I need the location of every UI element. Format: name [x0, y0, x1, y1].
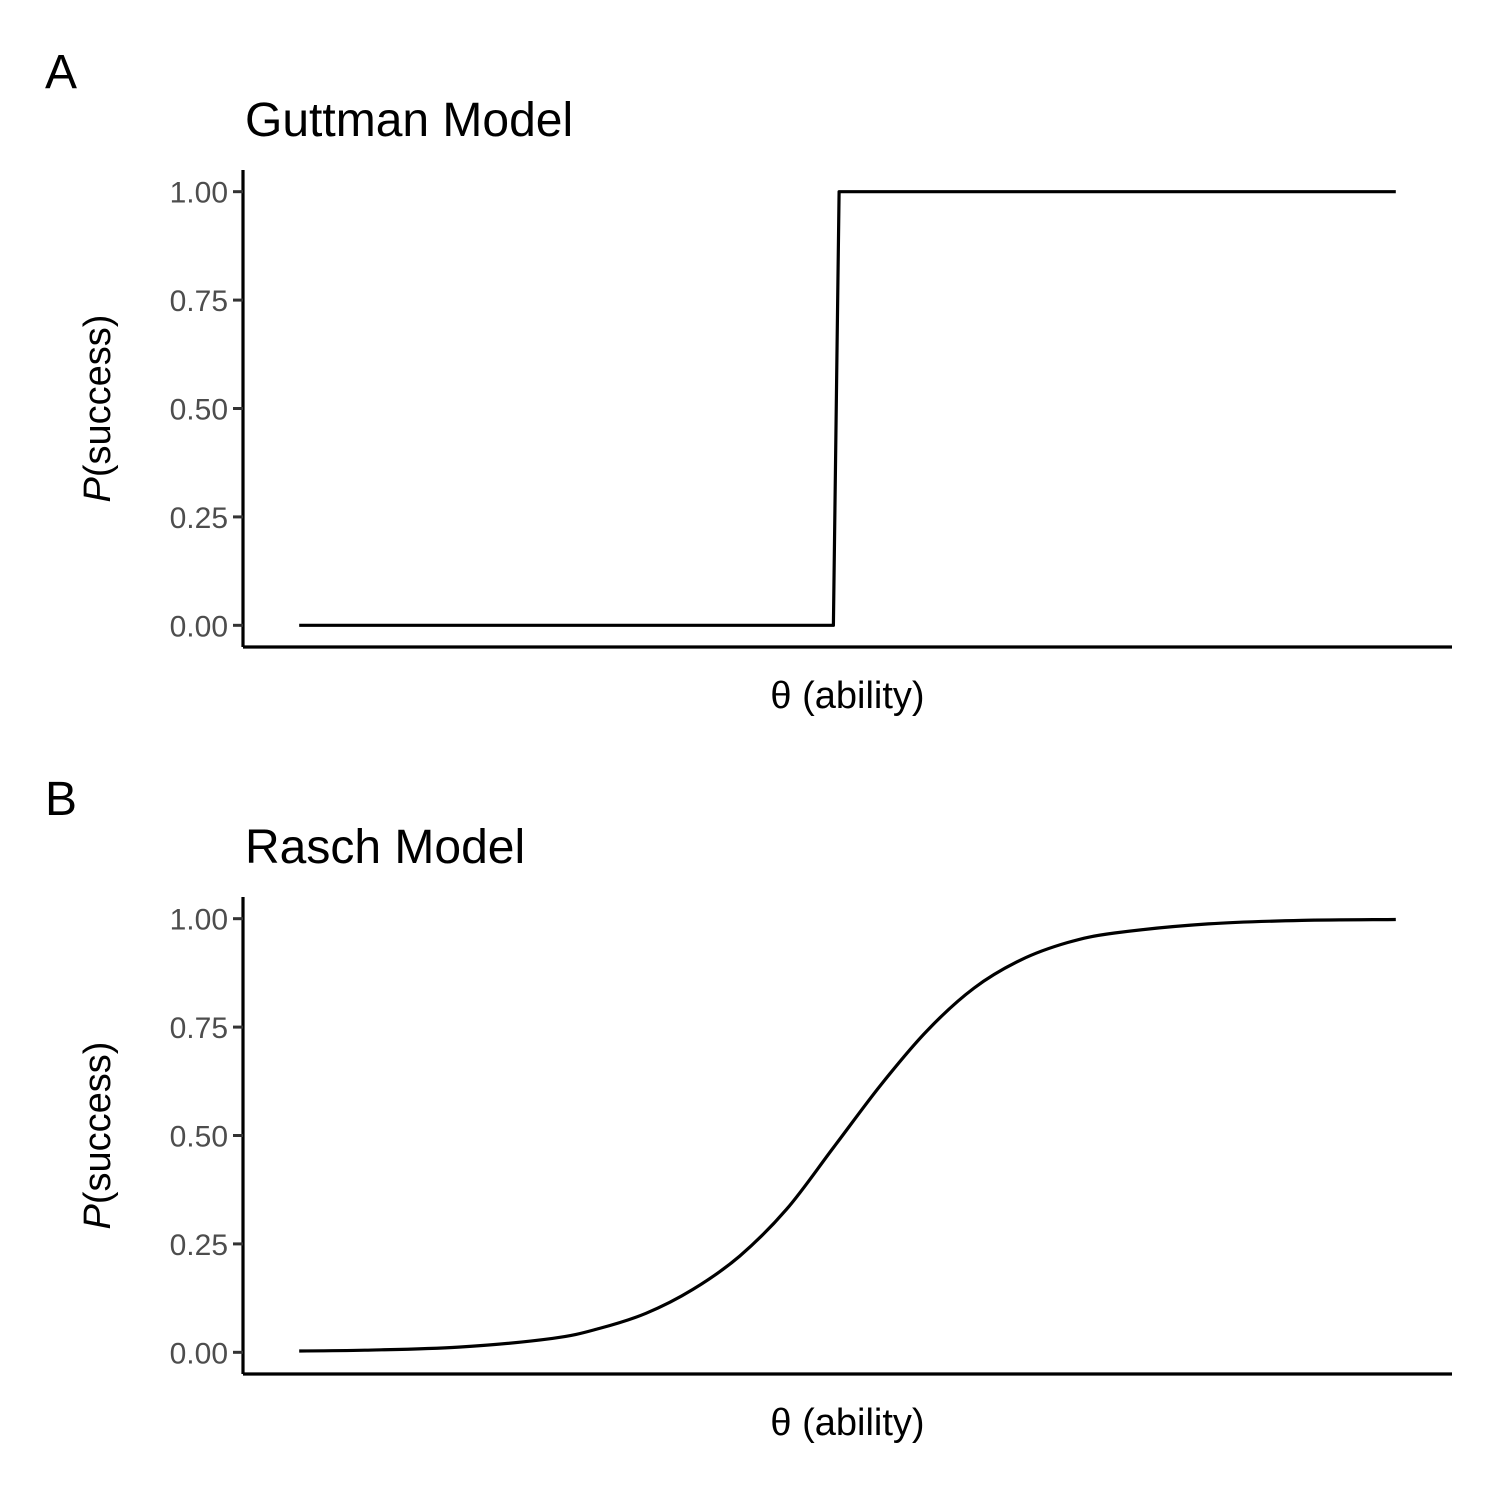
panel-tag: B — [45, 773, 77, 826]
panel-b: B Rasch Model 0.00 0.25 0.50 0.75 1.00 θ (abili… — [45, 773, 1452, 1444]
y-axis-title-italic: P — [77, 1203, 119, 1229]
y-tick-label: 0.75 — [170, 285, 228, 318]
plot-title: Rasch Model — [245, 821, 525, 874]
panel-tag: A — [45, 46, 77, 99]
y-tick-label: 1.00 — [170, 177, 228, 210]
y-tick-label: 0.00 — [170, 610, 228, 643]
y-tick-label: 0.50 — [170, 1121, 228, 1154]
x-axis-title: θ (ability) — [770, 1402, 924, 1444]
y-tick-label: 0.50 — [170, 394, 228, 427]
y-axis-title-rest: (success) — [77, 315, 119, 478]
y-tick-label: 0.25 — [170, 502, 228, 535]
series-line — [299, 917, 1396, 1353]
y-tick-label: 0.75 — [170, 1012, 228, 1045]
plot-title: Guttman Model — [245, 94, 573, 147]
y-axis-title-rest: (success) — [77, 1042, 119, 1205]
y-axis-title: P(success) — [77, 315, 119, 503]
series-line — [299, 190, 1396, 627]
y-tick-label: 0.25 — [170, 1229, 228, 1262]
y-tick-label: 1.00 — [170, 904, 228, 937]
panel-a: A Guttman Model 0.00 0.25 0.50 0.75 1.00 θ (abi… — [45, 46, 1452, 717]
y-axis-title-italic: P — [77, 476, 119, 502]
y-axis-title: P(success) — [77, 1042, 119, 1230]
x-axis-title: θ (ability) — [770, 675, 924, 717]
y-tick-label: 0.00 — [170, 1337, 228, 1370]
